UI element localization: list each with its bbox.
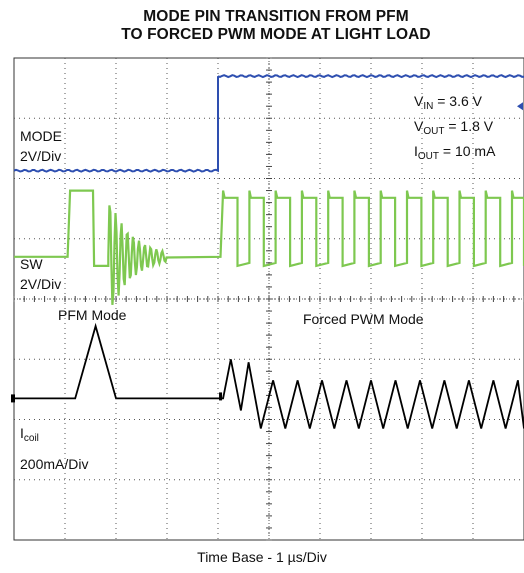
sw-channel-scale: 2V/Div bbox=[20, 276, 62, 292]
mode-channel-scale: 2V/Div bbox=[20, 148, 62, 164]
markers bbox=[11, 102, 523, 403]
chart-title: MODE PIN TRANSITION FROM PFM bbox=[143, 8, 409, 25]
x-axis-label: Time Base - 1 µs/Div bbox=[197, 549, 327, 565]
traces bbox=[13, 74, 524, 429]
coil-trace bbox=[14, 322, 524, 429]
coil-ground-marker bbox=[11, 394, 15, 403]
chart-subtitle: TO FORCED PWM MODE AT LIGHT LOAD bbox=[121, 26, 431, 43]
sw-trace bbox=[14, 189, 524, 305]
iout-condition: IOUT = 10 mA bbox=[414, 143, 495, 165]
vout-condition: VOUT = 1.8 V bbox=[414, 118, 493, 140]
vout-prefix: V bbox=[414, 118, 424, 134]
coil-label-prefix: I bbox=[20, 425, 24, 441]
sw-channel-label: SW bbox=[20, 256, 43, 272]
pfm-mode-annotation: PFM Mode bbox=[58, 307, 127, 323]
vin-prefix: V bbox=[414, 93, 424, 109]
vout-sub: OUT bbox=[423, 126, 445, 137]
vout-value: = 1.8 V bbox=[448, 118, 494, 134]
coil-channel-label: Icoil bbox=[20, 425, 39, 447]
iout-value: = 10 mA bbox=[442, 143, 496, 159]
coil-channel-scale: 200mA/Div bbox=[20, 456, 89, 472]
mode-trace bbox=[13, 74, 524, 173]
iout-prefix: I bbox=[414, 143, 418, 159]
vin-sub: IN bbox=[423, 101, 434, 112]
mode-level-marker bbox=[517, 102, 523, 111]
pwm-mode-annotation: Forced PWM Mode bbox=[303, 311, 424, 327]
mode-channel-label: MODE bbox=[20, 128, 62, 144]
iout-sub: OUT bbox=[417, 151, 439, 162]
vin-condition: VIN = 3.6 V bbox=[414, 93, 482, 115]
coil-label-sub: coil bbox=[23, 433, 39, 444]
vin-value: = 3.6 V bbox=[437, 93, 482, 109]
grid bbox=[13, 57, 524, 541]
